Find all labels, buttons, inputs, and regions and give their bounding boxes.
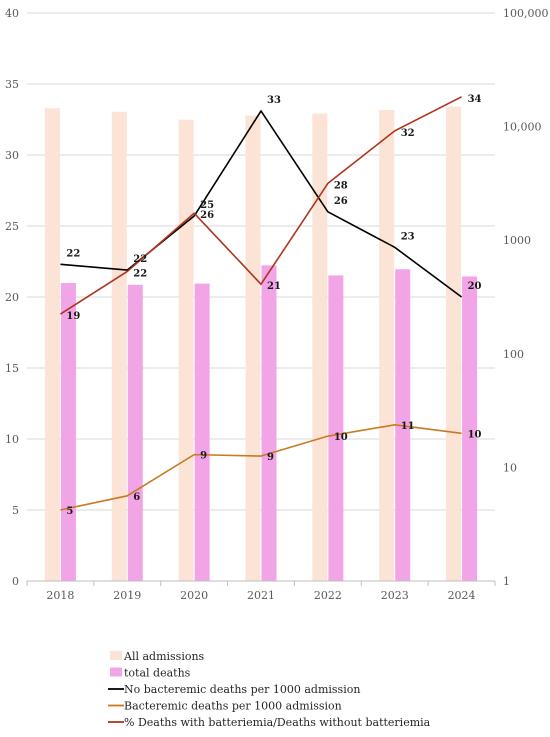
y-left-tick-label: 5 [12, 504, 19, 517]
bar-all-admissions [178, 119, 194, 582]
x-tick-label: 2021 [247, 589, 275, 602]
bar-total-deaths [127, 284, 143, 581]
bar-all-admissions [44, 108, 60, 582]
legend-swatch [110, 651, 122, 660]
bar-all-admissions [312, 113, 328, 581]
data-label: 19 [66, 311, 80, 322]
data-labels: 22 22 25 33 26 23 20 5 6 9 9 10 11 10 19 22 26 21 28 32 34 [66, 94, 481, 517]
bar-total-deaths [194, 283, 210, 581]
legend: All admissions total deaths No bacteremic … [108, 650, 431, 729]
y-left-tick-label: 35 [5, 78, 19, 91]
x-tick-label: 2023 [381, 589, 409, 602]
data-label: 10 [468, 429, 482, 440]
data-label: 23 [401, 231, 415, 242]
y-right-tick-label: 10 [503, 461, 517, 474]
legend-entry: total deaths [124, 667, 191, 680]
line-bacteremic-deaths-per-1000-admission [60, 423, 462, 511]
legend-entry: Bacteremic deaths per 1000 admission [124, 700, 342, 713]
data-label: 22 [133, 268, 147, 279]
x-tick-label: 2024 [448, 589, 476, 602]
y-right-tick-label: 1000 [503, 234, 531, 247]
x-tick-label: 2019 [113, 589, 141, 602]
y-left-tick-label: 10 [5, 433, 19, 446]
bar-all-admissions [379, 109, 395, 582]
data-label: 32 [401, 128, 415, 139]
bar-all-admissions [446, 106, 462, 581]
y-left-tick-label: 15 [5, 362, 19, 375]
y-left-tick-label: 20 [5, 291, 19, 304]
legend-entry: % Deaths with batteriemia/Deaths without… [124, 716, 431, 729]
legend-entry: All admissions [123, 650, 205, 663]
bar-total-deaths [328, 275, 344, 581]
data-label: 33 [267, 95, 281, 106]
y-right-tick-label: 100,000 [503, 7, 549, 20]
data-label: 25 [200, 200, 214, 211]
legend-swatch [110, 667, 122, 677]
y-left-tick-label: 30 [5, 149, 19, 162]
x-tick-label: 2022 [314, 589, 342, 602]
data-label: 26 [200, 210, 214, 221]
line-no-bacteremic-deaths-per-1000-admission [60, 110, 463, 298]
bar-total-deaths [60, 282, 76, 581]
bar-total-deaths [462, 276, 478, 581]
data-label: 22 [133, 254, 147, 265]
x-tick-label: 2018 [46, 589, 74, 602]
bar-all-admissions [111, 111, 127, 582]
data-label: 26 [334, 196, 348, 207]
data-label: 34 [468, 94, 482, 105]
data-label: 11 [401, 421, 415, 432]
y-left-tick-label: 40 [5, 7, 19, 20]
gridlines [27, 12, 495, 582]
axes: 0 5 10 15 20 25 30 35 40 1 10 100 1000 10,000 100,000 2… [5, 7, 549, 602]
data-label: 6 [133, 492, 140, 503]
y-right-tick-label: 10,000 [503, 121, 542, 134]
data-label: 21 [267, 281, 281, 292]
legend-entry: No bacteremic deaths per 1000 admission [124, 683, 360, 696]
data-label: 5 [66, 506, 73, 517]
data-label: 9 [267, 452, 274, 463]
line-deaths-with-batteriemia-deaths-without-batteriemia [59, 96, 462, 315]
data-label: 28 [334, 180, 348, 191]
bars [44, 106, 478, 582]
data-label: 22 [66, 248, 80, 259]
y-left-tick-label: 25 [5, 220, 19, 233]
data-label: 9 [200, 451, 207, 462]
y-right-tick-label: 100 [503, 348, 524, 361]
bar-all-admissions [245, 115, 261, 581]
bar-total-deaths [261, 265, 277, 581]
y-left-tick-label: 0 [12, 575, 19, 588]
data-label: 10 [334, 432, 348, 443]
series-lines [59, 96, 463, 511]
y-right-tick-label: 1 [503, 575, 510, 588]
data-label: 20 [468, 281, 482, 292]
x-tick-label: 2020 [180, 589, 208, 602]
